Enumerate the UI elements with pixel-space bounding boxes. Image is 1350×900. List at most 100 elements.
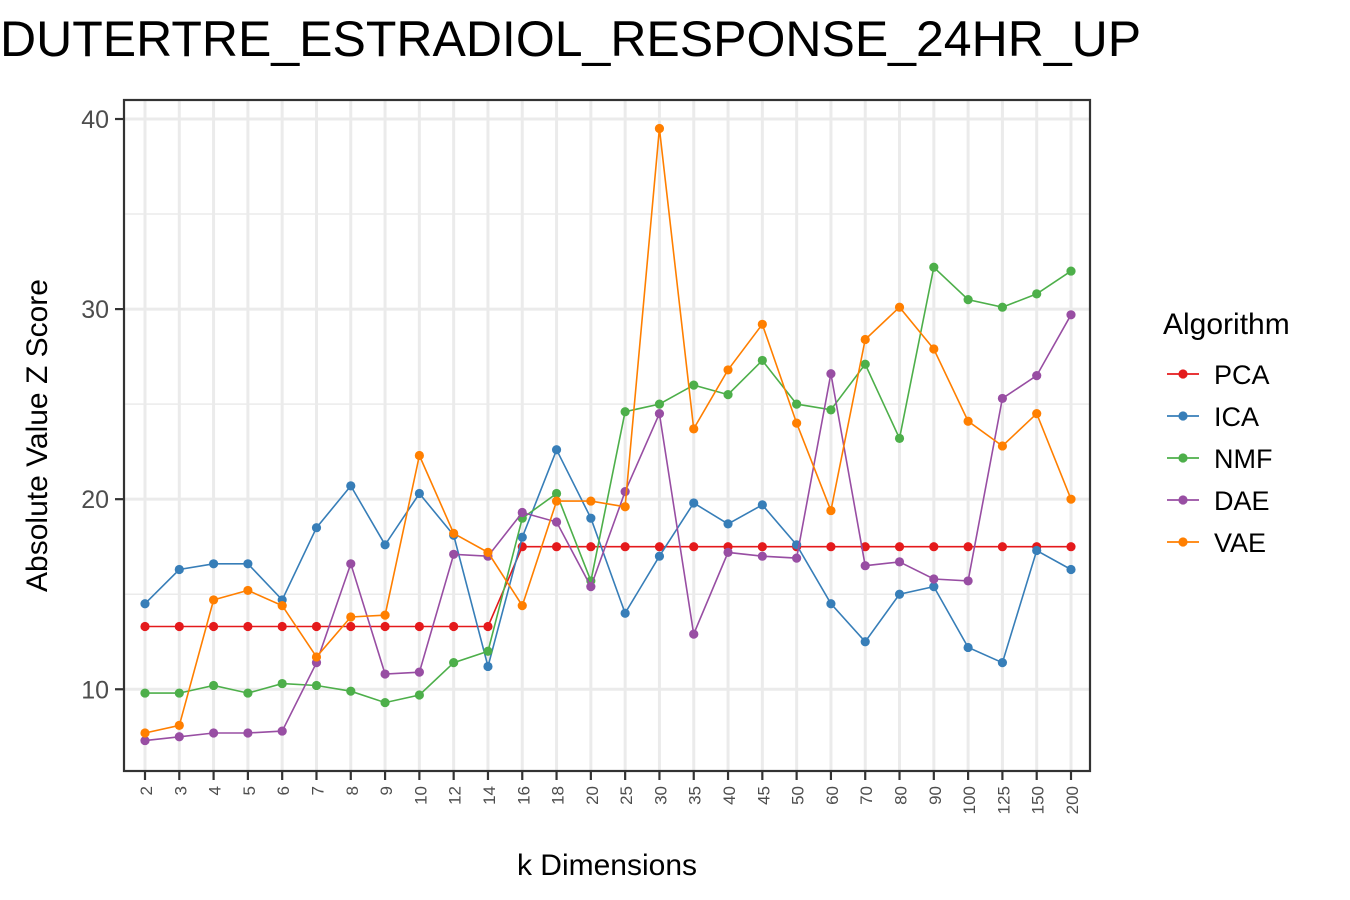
data-point-dae bbox=[963, 576, 973, 586]
data-point-pca bbox=[208, 621, 219, 632]
data-point-vae bbox=[723, 365, 733, 375]
data-point-dae bbox=[689, 629, 699, 639]
x-tick-label: 200 bbox=[1063, 786, 1082, 814]
data-point-ica bbox=[723, 519, 733, 529]
legend-item-dae: DAE bbox=[1167, 486, 1270, 516]
data-point-vae bbox=[551, 496, 562, 506]
data-point-dae bbox=[449, 549, 459, 559]
data-point-dae bbox=[380, 669, 390, 679]
data-point-nmf bbox=[551, 488, 562, 499]
data-point-dae bbox=[517, 507, 527, 518]
data-point-ica bbox=[243, 559, 253, 569]
data-point-nmf bbox=[449, 658, 459, 668]
data-point-nmf bbox=[483, 646, 493, 656]
data-point-ica bbox=[483, 661, 493, 672]
data-point-nmf bbox=[689, 380, 699, 390]
x-tick-label: 6 bbox=[274, 786, 293, 795]
data-point-dae bbox=[277, 726, 287, 736]
data-point-ica bbox=[208, 559, 219, 569]
data-point-nmf bbox=[346, 686, 356, 696]
data-point-dae bbox=[997, 393, 1008, 404]
data-point-ica bbox=[586, 513, 596, 523]
data-point-dae bbox=[243, 728, 253, 738]
data-point-vae bbox=[826, 505, 836, 516]
data-point-vae bbox=[929, 344, 939, 354]
data-point-nmf bbox=[277, 678, 287, 689]
data-point-nmf bbox=[1032, 289, 1042, 299]
series-line-vae bbox=[144, 128, 1072, 734]
data-point-pca bbox=[894, 542, 905, 552]
data-point-nmf bbox=[414, 690, 424, 700]
data-point-pca bbox=[654, 542, 665, 552]
data-point-vae bbox=[243, 585, 253, 596]
data-point-ica bbox=[174, 564, 184, 575]
data-point-pca bbox=[586, 542, 596, 552]
x-tick-label: 4 bbox=[206, 786, 225, 795]
data-point-ica bbox=[414, 488, 424, 499]
data-point-nmf bbox=[620, 407, 630, 417]
grid bbox=[124, 100, 1090, 771]
legend-key-point bbox=[1178, 411, 1188, 421]
data-point-ica bbox=[963, 642, 973, 653]
y-tick-label: 20 bbox=[81, 486, 109, 514]
data-point-nmf bbox=[860, 359, 870, 369]
x-tick-label: 18 bbox=[549, 786, 568, 805]
data-point-vae bbox=[860, 334, 870, 345]
legend-key-point bbox=[1178, 369, 1188, 379]
data-point-vae bbox=[517, 601, 527, 611]
data-point-ica bbox=[346, 481, 356, 491]
data-point-nmf bbox=[929, 262, 939, 272]
x-tick-label: 40 bbox=[720, 786, 739, 805]
data-point-nmf bbox=[140, 688, 150, 698]
data-point-pca bbox=[826, 542, 836, 552]
legend: Algorithm PCA ICA NMF DAE VAE bbox=[1163, 308, 1290, 558]
data-point-nmf bbox=[243, 688, 253, 698]
data-point-pca bbox=[483, 621, 493, 632]
x-tick-label: 12 bbox=[446, 786, 465, 805]
data-point-nmf bbox=[826, 405, 836, 415]
legend-item-vae: VAE bbox=[1167, 528, 1266, 558]
legend-label: DAE bbox=[1214, 486, 1270, 516]
data-point-dae bbox=[140, 735, 150, 746]
data-point-dae bbox=[860, 561, 870, 571]
data-point-vae bbox=[449, 528, 459, 538]
x-tick-label: 150 bbox=[1029, 786, 1048, 814]
legend-title: Algorithm bbox=[1163, 308, 1290, 341]
data-point-pca bbox=[449, 621, 459, 632]
legend-key-point bbox=[1178, 453, 1188, 463]
data-point-nmf bbox=[963, 294, 973, 305]
y-axis-label: Absolute Value Z Score bbox=[21, 279, 54, 592]
data-point-vae bbox=[208, 595, 219, 605]
y-tick-label: 30 bbox=[81, 296, 109, 324]
data-point-pca bbox=[174, 621, 184, 632]
data-point-dae bbox=[414, 667, 424, 677]
data-point-ica bbox=[140, 599, 150, 609]
data-point-ica bbox=[826, 599, 836, 609]
data-point-vae bbox=[346, 612, 356, 622]
data-point-ica bbox=[894, 589, 905, 599]
x-tick-label: 9 bbox=[377, 786, 396, 795]
legend-item-nmf: NMF bbox=[1167, 444, 1272, 474]
legend-item-pca: PCA bbox=[1167, 360, 1270, 390]
data-point-vae bbox=[689, 424, 699, 434]
series-vae bbox=[140, 123, 1076, 738]
x-tick-label: 50 bbox=[789, 786, 808, 805]
data-point-pca bbox=[1066, 542, 1076, 552]
data-point-pca bbox=[757, 542, 767, 552]
legend-item-ica: ICA bbox=[1167, 402, 1259, 432]
x-tick-label: 2 bbox=[137, 786, 156, 795]
data-point-ica bbox=[380, 540, 390, 550]
data-point-dae bbox=[723, 547, 733, 558]
data-point-vae bbox=[963, 416, 973, 426]
x-tick-label: 80 bbox=[892, 786, 911, 805]
x-tick-label: 14 bbox=[480, 786, 499, 805]
data-point-ica bbox=[1032, 545, 1042, 556]
legend-key-point bbox=[1178, 537, 1188, 547]
data-point-vae bbox=[654, 123, 665, 134]
series-nmf bbox=[140, 262, 1076, 708]
data-point-nmf bbox=[174, 688, 184, 698]
data-point-pca bbox=[997, 542, 1008, 552]
data-point-ica bbox=[620, 608, 630, 618]
data-point-dae bbox=[208, 728, 219, 738]
